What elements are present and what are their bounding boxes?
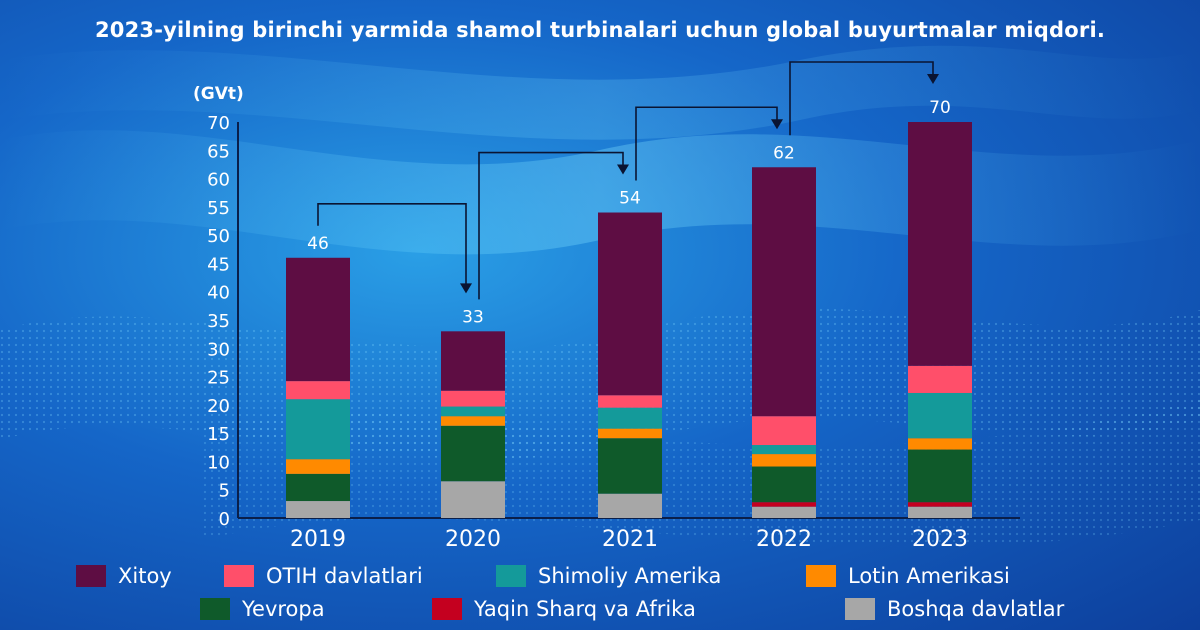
legend-label: Yevropa (242, 597, 325, 621)
bar-segment (286, 381, 350, 400)
y-tick-label: 40 (207, 283, 230, 304)
trend-connector-line (789, 61, 934, 136)
bar-segment (598, 407, 662, 429)
legend-swatch (432, 598, 462, 620)
bar-segment (752, 506, 816, 518)
legend-label: Lotin Amerikasi (848, 564, 1010, 588)
bar-segment (908, 502, 972, 507)
legend-row-2: Yevropa Yaqin Sharq va Afrika Boshqa davla… (0, 597, 1200, 623)
legend-item: Shimoliy Amerika (496, 564, 721, 588)
bar-segment (441, 425, 505, 482)
total-value-label: 62 (773, 143, 795, 163)
bar-segment (286, 257, 350, 382)
bar-segment (908, 365, 972, 393)
y-tick-label: 45 (207, 254, 230, 275)
y-tick-label: 60 (207, 170, 230, 191)
total-value-label: 54 (619, 189, 641, 209)
legend-label: OTIH davlatlari (266, 564, 423, 588)
bar-segment (441, 331, 505, 391)
y-tick-label: 30 (207, 339, 230, 360)
y-tick-label: 55 (207, 198, 230, 219)
bar-segment (286, 459, 350, 474)
trend-arrowhead (617, 164, 629, 175)
trend-connector-line (478, 151, 624, 300)
legend-item: OTIH davlatlari (224, 564, 423, 588)
legend-label: Boshqa davlatlar (887, 597, 1065, 621)
legend-item: Yaqin Sharq va Afrika (432, 597, 696, 621)
y-tick-label: 65 (207, 141, 230, 162)
legend-item: Xitoy (76, 564, 172, 588)
legend-swatch (496, 565, 526, 587)
y-tick-label: 0 (219, 509, 230, 530)
trend-connector-line (635, 106, 778, 181)
bar-segment (441, 406, 505, 417)
legend-row-1: Xitoy OTIH davlatlari Shimoliy Amerika Loti… (0, 564, 1200, 590)
y-tick-label: 5 (219, 481, 230, 502)
bar-segment (286, 399, 350, 460)
bar-segment (441, 481, 505, 518)
trend-arrowhead (927, 74, 939, 84)
chart-title: 2023-yilning birinchi yarmida shamol tur… (94, 18, 1106, 42)
bar-segment (908, 449, 972, 503)
bar-segment (598, 395, 662, 408)
y-tick-label: 25 (207, 368, 230, 389)
bar-segment (752, 445, 816, 455)
bar-segment (286, 501, 350, 518)
bar-segment (598, 438, 662, 494)
y-tick-label: 10 (207, 452, 230, 473)
y-tick-label: 70 (207, 113, 230, 134)
bar-segment (752, 454, 816, 467)
total-value-label: 70 (929, 98, 951, 118)
trend-arrowhead (771, 119, 783, 130)
y-axis-unit-label: (GVt) (193, 84, 244, 104)
legend-swatch (806, 565, 836, 587)
trend-arrowhead (460, 283, 472, 294)
bar-segment (598, 428, 662, 439)
x-tick-label: 2023 (912, 527, 968, 552)
bar-segment (598, 493, 662, 518)
legend-swatch (224, 565, 254, 587)
legend-label: Shimoliy Amerika (538, 564, 722, 588)
x-tick-label: 2021 (602, 527, 658, 552)
x-tick-label: 2020 (445, 527, 501, 552)
x-tick-label: 2019 (290, 527, 346, 552)
x-tick-label: 2022 (756, 527, 812, 552)
legend-item: Yevropa (200, 597, 325, 621)
bar-segment (752, 502, 816, 507)
legend-label: Xitoy (118, 564, 172, 588)
legend-item: Boshqa davlatlar (845, 597, 1064, 621)
bar-segment (752, 466, 816, 503)
legend-swatch (76, 565, 106, 587)
bar-segment (441, 390, 505, 407)
bar-segment (908, 438, 972, 450)
bar-segment (441, 416, 505, 426)
total-value-label: 46 (307, 234, 329, 254)
y-tick-label: 35 (207, 311, 230, 332)
bar-segment (598, 212, 662, 396)
total-value-label: 33 (462, 307, 484, 327)
legend-item: Lotin Amerikasi (806, 564, 1010, 588)
y-tick-label: 15 (207, 424, 230, 445)
legend-label: Yaqin Sharq va Afrika (474, 597, 696, 621)
bar-segment (908, 392, 972, 439)
y-tick-label: 20 (207, 396, 230, 417)
bar-segment (908, 122, 972, 366)
bar-segment (752, 167, 816, 417)
legend-swatch (845, 598, 875, 620)
y-tick-label: 50 (207, 226, 230, 247)
bar-segment (908, 506, 972, 518)
bar-segment (752, 416, 816, 446)
legend-swatch (200, 598, 230, 620)
bar-segment (286, 473, 350, 502)
trend-connector-line (317, 202, 467, 285)
